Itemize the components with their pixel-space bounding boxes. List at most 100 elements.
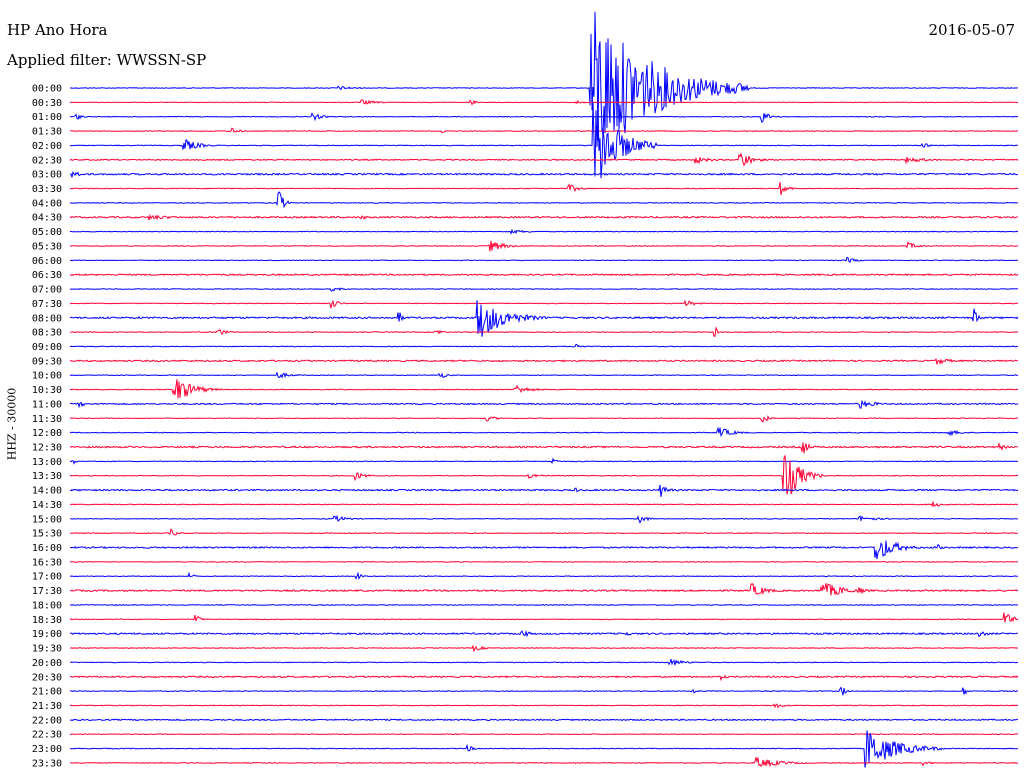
time-tick-label: 02:30 <box>32 155 62 166</box>
time-tick-label: 22:30 <box>32 730 62 741</box>
time-tick-label: 21:30 <box>32 701 62 712</box>
time-tick-label: 01:00 <box>32 112 62 123</box>
time-tick-label: 09:30 <box>32 356 62 367</box>
time-tick-label: 03:00 <box>32 170 62 181</box>
time-tick-label: 06:30 <box>32 270 62 281</box>
time-tick-label: 18:00 <box>32 600 62 611</box>
time-tick-label: 04:30 <box>32 213 62 224</box>
trace-line <box>69 399 1019 409</box>
time-tick-label: 13:00 <box>32 457 62 468</box>
trace-line <box>69 101 1019 179</box>
trace-line <box>69 414 1019 423</box>
trace-line <box>69 213 1019 221</box>
trace-line <box>69 718 1019 722</box>
time-tick-label: 02:00 <box>32 141 62 152</box>
trace-line <box>69 514 1019 524</box>
time-tick-label: 07:00 <box>32 285 62 296</box>
trace-line <box>69 441 1019 454</box>
trace-line <box>69 457 1019 465</box>
time-tick-label: 23:30 <box>32 758 62 769</box>
time-tick-label: 17:00 <box>32 572 62 583</box>
trace-line <box>69 674 1019 682</box>
trace-line <box>69 152 1019 167</box>
time-tick-label: 21:00 <box>32 687 62 698</box>
time-tick-label: 19:00 <box>32 629 62 640</box>
trace-line <box>69 630 1019 638</box>
trace-line <box>69 612 1019 623</box>
time-tick-label: 19:30 <box>32 644 62 655</box>
trace-line <box>69 426 1019 438</box>
time-tick-labels: 00:00 00:30 01:00 01:30 02:00 02:30 03:00 03:30… <box>32 84 62 770</box>
trace-line <box>70 540 1019 560</box>
trace-line <box>69 484 1019 497</box>
time-tick-label: 00:30 <box>32 98 62 109</box>
time-tick-label: 09:00 <box>32 342 62 353</box>
time-tick-label: 04:00 <box>32 198 62 209</box>
trace-line <box>69 500 1019 508</box>
time-tick-label: 08:30 <box>32 328 62 339</box>
trace-line <box>69 644 1019 653</box>
time-tick-label: 12:00 <box>32 428 62 439</box>
time-tick-label: 10:00 <box>32 371 62 382</box>
trace-line <box>69 357 1019 365</box>
trace-line <box>69 300 1019 337</box>
trace-line <box>69 528 1019 536</box>
trace-line <box>70 603 1018 606</box>
time-tick-label: 11:30 <box>32 414 62 425</box>
filter-label: Applied filter: WWSSN-SP <box>7 51 207 69</box>
time-tick-label: 05:00 <box>32 227 62 238</box>
trace-line <box>69 730 1019 768</box>
trace-line <box>69 571 1018 580</box>
trace-line <box>69 191 1019 209</box>
time-tick-label: 14:00 <box>32 486 62 497</box>
time-tick-label: 15:00 <box>32 514 62 525</box>
trace-line <box>69 703 1019 709</box>
station-title: HP Ano Hora <box>7 21 108 39</box>
trace-line <box>69 99 1019 106</box>
time-tick-label: 15:30 <box>32 529 62 540</box>
time-tick-label: 14:30 <box>32 500 62 511</box>
trace-line <box>69 326 1019 337</box>
trace-line <box>70 658 1019 666</box>
time-tick-label: 20:00 <box>32 658 62 669</box>
trace-line <box>69 371 1019 379</box>
time-tick-label: 05:30 <box>32 241 62 252</box>
time-tick-label: 01:30 <box>32 127 62 138</box>
time-tick-label: 00:00 <box>32 84 62 95</box>
time-tick-label: 20:30 <box>32 672 62 683</box>
time-tick-label: 22:00 <box>32 715 62 726</box>
time-tick-label: 16:30 <box>32 557 62 568</box>
time-tick-label: 16:00 <box>32 543 62 554</box>
trace-line <box>69 228 1019 235</box>
trace-line <box>69 11 1019 141</box>
trace-line <box>69 287 1019 292</box>
trace-line <box>69 379 1019 399</box>
time-tick-label: 13:30 <box>32 471 62 482</box>
trace-line <box>69 454 1018 495</box>
trace-line <box>69 273 1019 277</box>
date-label: 2016-05-07 <box>928 21 1015 39</box>
trace-line <box>69 112 1019 124</box>
trace-group <box>69 11 1019 768</box>
trace-line <box>70 757 1019 768</box>
trace-line <box>69 256 1019 264</box>
time-tick-label: 07:30 <box>32 299 62 310</box>
trace-line <box>69 127 1019 134</box>
time-tick-label: 08:00 <box>32 313 62 324</box>
time-tick-label: 17:30 <box>32 586 62 597</box>
time-tick-label: 06:00 <box>32 256 62 267</box>
time-tick-label: 23:00 <box>32 744 62 755</box>
trace-line <box>69 343 1019 348</box>
time-tick-label: 11:00 <box>32 399 62 410</box>
trace-line <box>69 583 1019 596</box>
trace-line <box>69 686 1019 696</box>
trace-line <box>69 170 1019 178</box>
time-tick-label: 12:30 <box>32 443 62 454</box>
trace-line <box>69 733 1018 736</box>
time-tick-label: 18:30 <box>32 615 62 626</box>
time-tick-label: 10:30 <box>32 385 62 396</box>
trace-line <box>69 240 1019 252</box>
trace-line <box>70 560 1018 563</box>
time-tick-label: 03:30 <box>32 184 62 195</box>
